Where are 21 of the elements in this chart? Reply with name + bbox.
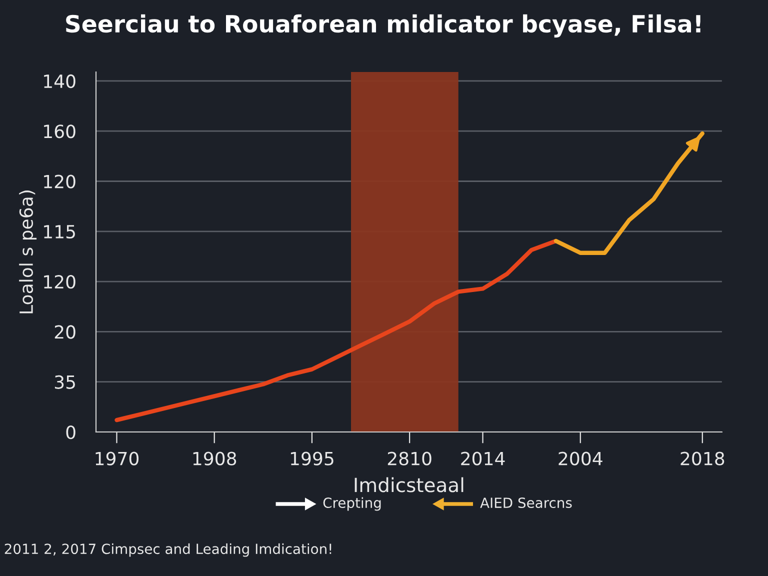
- x-tick-label: 1995: [290, 452, 334, 466]
- x-tick-label: 2810: [388, 452, 432, 466]
- x-tick-label: 2018: [680, 452, 724, 466]
- text: 35: [54, 375, 75, 389]
- x-tick-label: 1970: [96, 452, 139, 466]
- text: 2011 2, 2017 Cimpsec and Leading Imdication!: [4, 543, 332, 557]
- x-axis-title: Imdicsteaal: [354, 477, 464, 492]
- x-tick-label: 1908: [193, 452, 236, 466]
- text: AIED Searcns: [480, 498, 572, 508]
- x-tick-label: 2004: [558, 452, 602, 466]
- text: 115: [44, 225, 75, 239]
- text: 140: [44, 74, 76, 88]
- text: 120: [44, 174, 76, 188]
- text: 120: [44, 275, 76, 289]
- text: 160: [44, 124, 76, 138]
- x-tick-label: 2014: [461, 452, 505, 466]
- text: 0: [66, 425, 76, 440]
- text: Crepting: [323, 497, 381, 511]
- chart-title: Seerciau to Rouaforean midicator bcyase, Filsa!: [66, 14, 700, 38]
- y-axis-title: Loalol s pe6a): [19, 190, 37, 314]
- text: 20: [54, 325, 76, 339]
